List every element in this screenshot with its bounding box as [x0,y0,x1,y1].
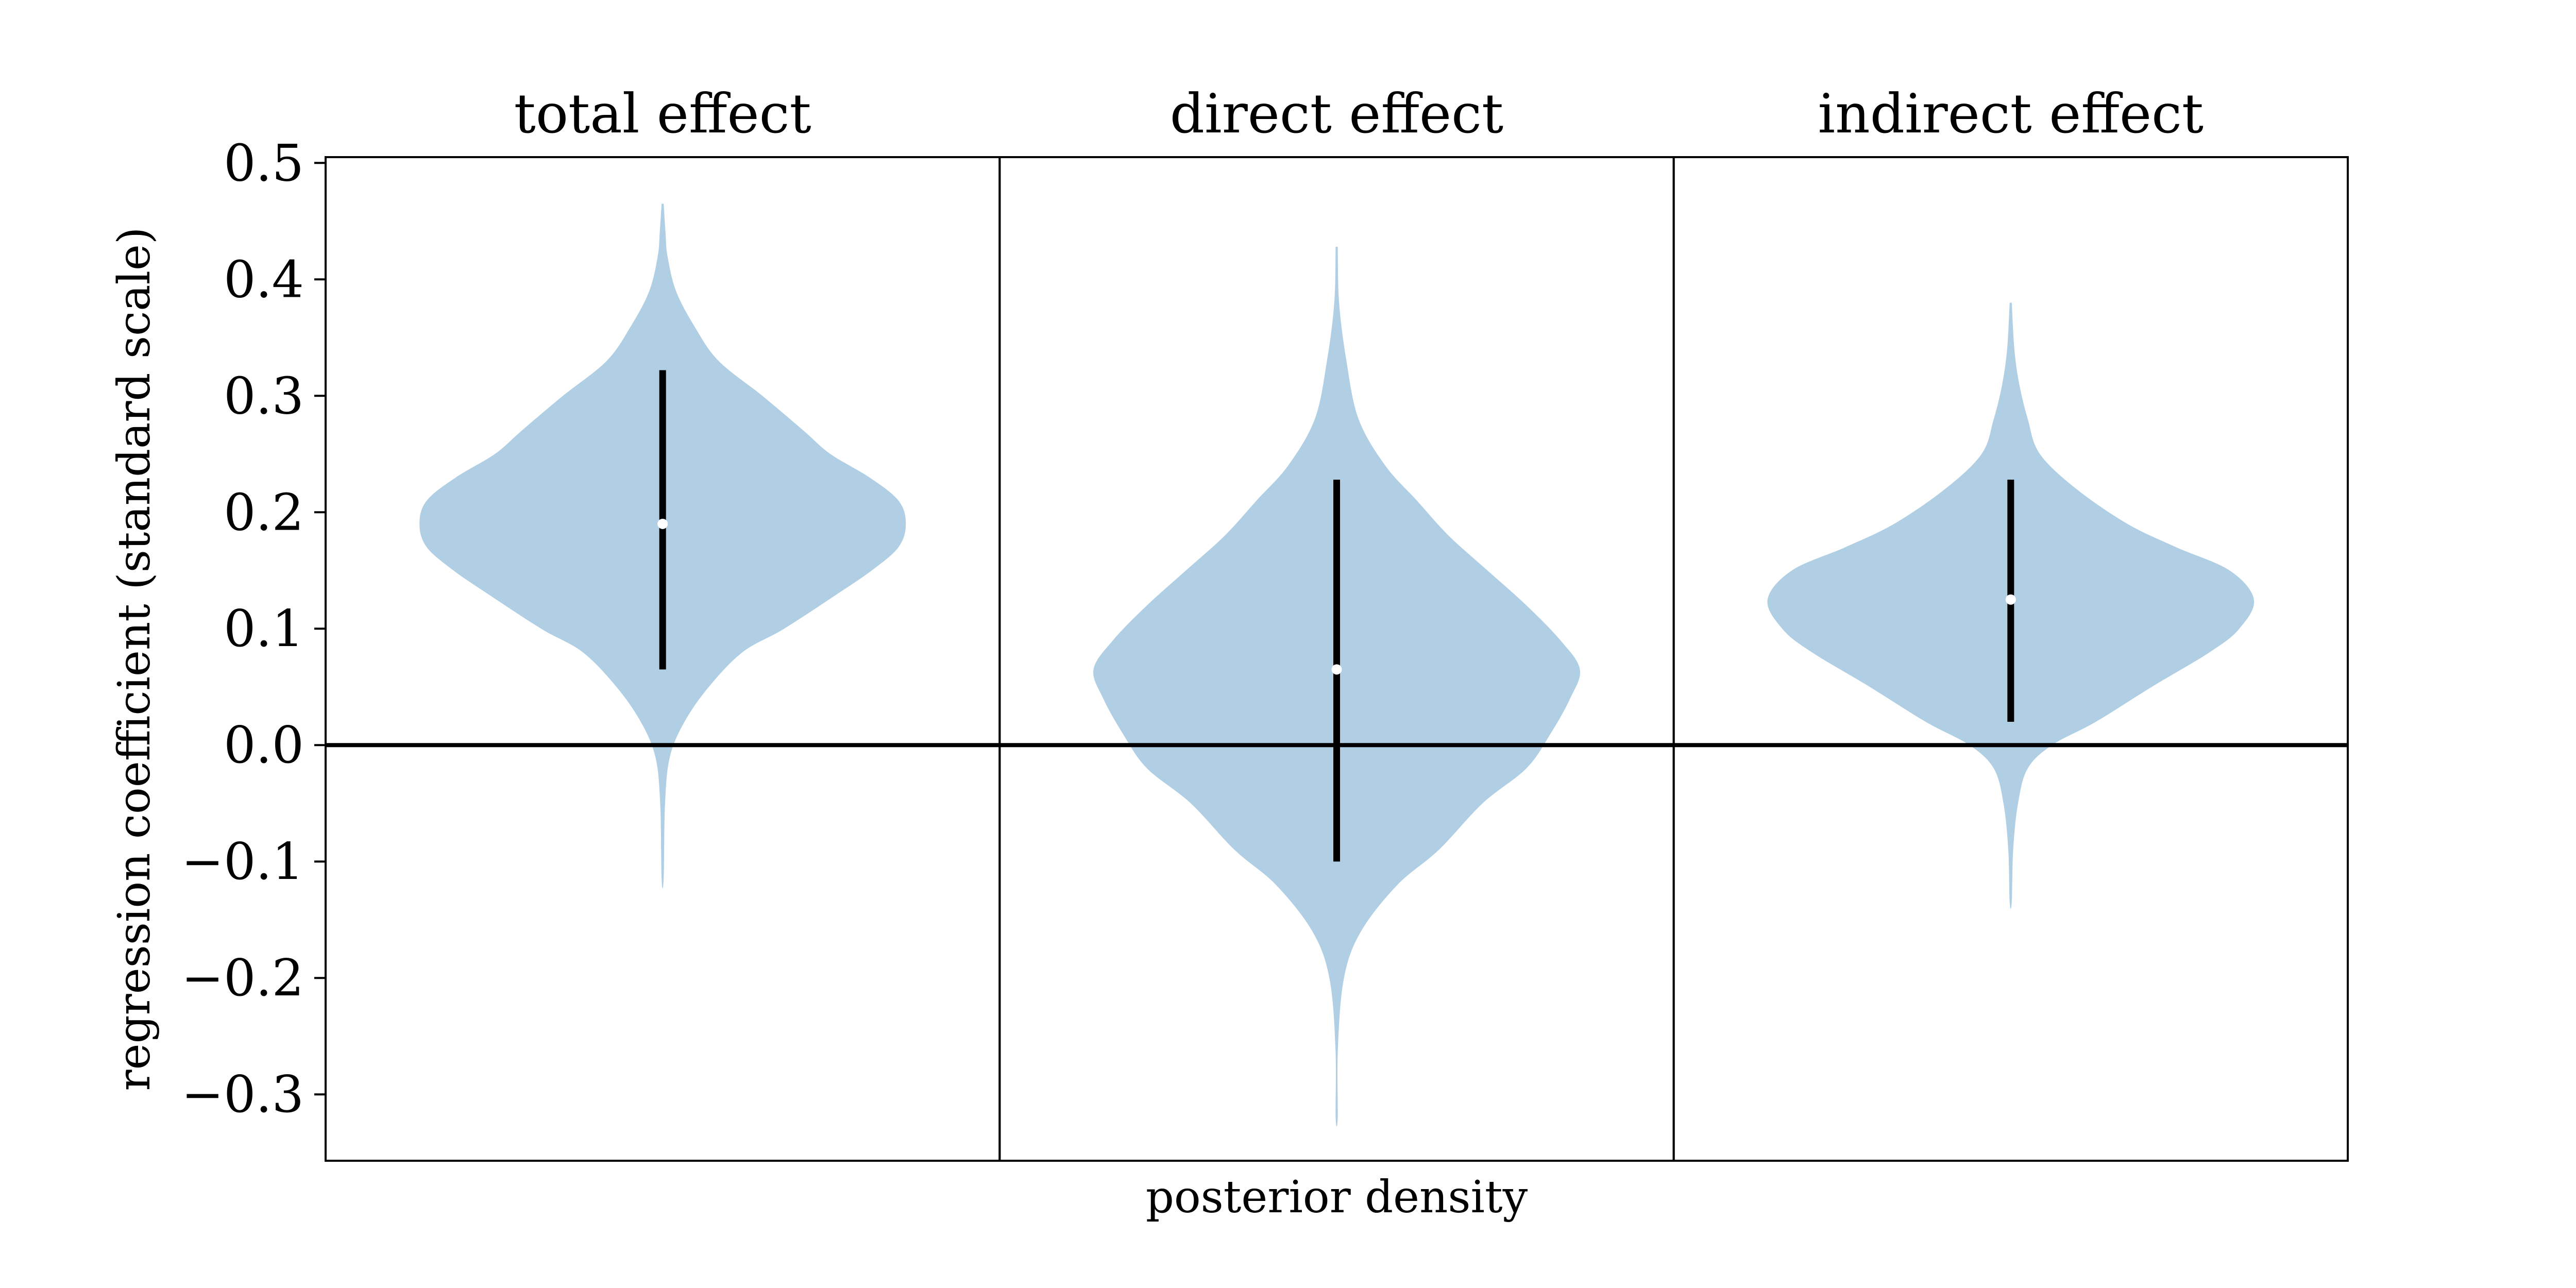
y-tick-label: 0.2 [224,483,304,542]
panel-title: indirect effect [1818,82,2204,145]
y-tick-label: 0.4 [224,250,304,309]
panel-title: total effect [514,82,811,145]
panel-title: direct effect [1170,82,1503,145]
panel-frame [1672,156,2349,1162]
panels-layer: total effect direct effect indirect effect [419,82,2255,1127]
median-point [1331,664,1342,675]
panel-3: indirect effect [1767,82,2255,909]
y-tick-label: 0.3 [224,367,304,426]
y-tick-label: −0.2 [181,949,304,1008]
panel-1: total effect [419,82,906,889]
panel-2: direct effect [1093,82,1580,1127]
y-axis: 0.5 0.4 0.3 0.2 0.1 0.0 −0.1 −0.2 −0.3 [181,134,326,1124]
median-point [2005,594,2016,605]
y-tick-label: 0.1 [224,600,304,658]
median-point [657,518,668,529]
y-tick-label: 0.0 [224,716,304,775]
y-axis-label: regression coefficient (standard scale) [109,227,160,1091]
frame-layer [325,156,2349,1162]
x-axis-label: posterior density [1146,1172,1528,1223]
y-tick-label: −0.3 [181,1065,304,1124]
y-tick-label: 0.5 [224,134,304,193]
y-tick-label: −0.1 [181,833,304,891]
